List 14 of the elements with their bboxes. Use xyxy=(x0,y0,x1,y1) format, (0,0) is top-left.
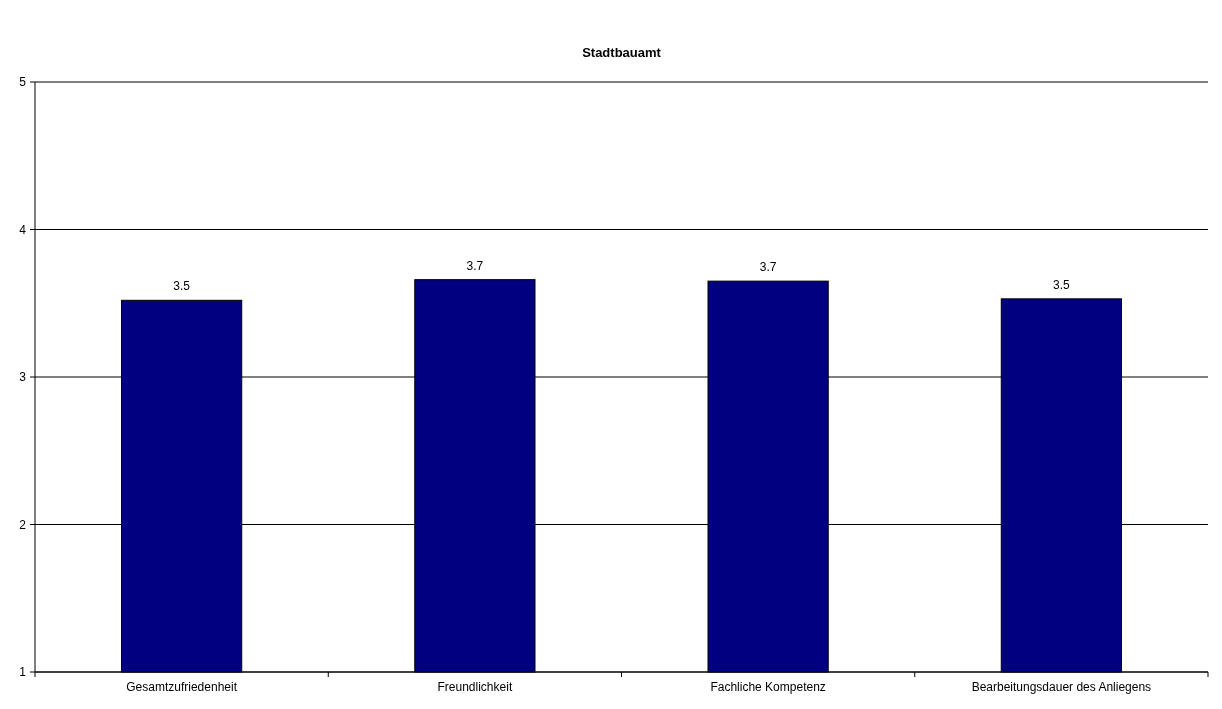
x-tick-label: Gesamtzufriedenheit xyxy=(126,680,238,694)
y-tick-label: 2 xyxy=(19,517,27,532)
x-tick-label: Freundlichkeit xyxy=(437,680,513,694)
x-tick-label: Bearbeitungsdauer des Anliegens xyxy=(971,680,1152,694)
y-tick-label: 5 xyxy=(19,75,27,90)
data-label: 3.5 xyxy=(173,279,191,294)
y-tick-label: 1 xyxy=(19,665,27,680)
chart-title: Stadtbauamt xyxy=(582,45,662,60)
x-tick-label: Fachliche Kompetenz xyxy=(710,680,826,694)
data-label: 3.7 xyxy=(759,260,777,275)
y-tick-label: 3 xyxy=(19,370,27,385)
data-label: 3.5 xyxy=(1053,277,1071,292)
data-label: 3.7 xyxy=(466,258,484,273)
y-tick-label: 4 xyxy=(19,222,27,237)
